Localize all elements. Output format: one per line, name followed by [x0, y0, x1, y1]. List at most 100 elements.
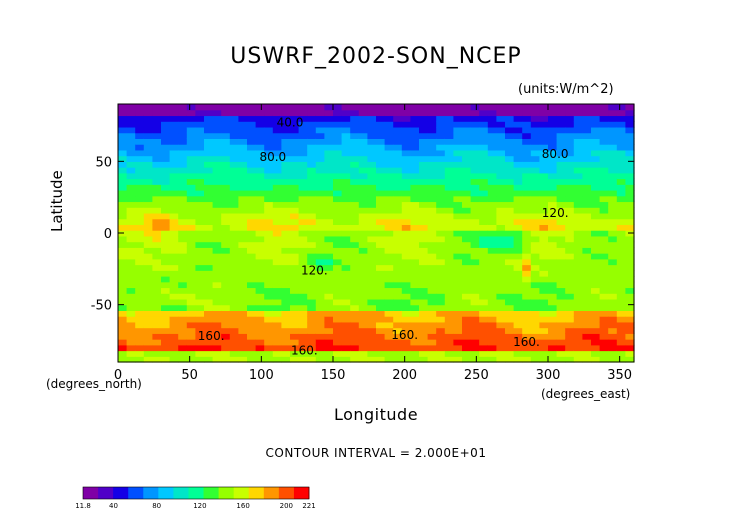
heatmap-cell: [126, 344, 136, 352]
heatmap-cell: [419, 212, 429, 220]
heatmap-cell: [616, 138, 626, 145]
heatmap-cell: [281, 235, 291, 243]
heatmap-cell: [315, 195, 325, 203]
heatmap-cell: [419, 155, 429, 162]
heatmap-cell: [401, 241, 411, 248]
heatmap-cell: [358, 224, 368, 231]
heatmap-cell: [470, 195, 480, 203]
heatmap-cell: [178, 115, 188, 122]
heatmap-cell: [487, 109, 497, 117]
heatmap-cell: [444, 109, 454, 117]
heatmap-cell: [444, 212, 454, 220]
heatmap-cell: [152, 241, 162, 248]
heatmap-cell: [539, 224, 549, 231]
heatmap-cell: [582, 339, 592, 346]
heatmap-cell: [410, 184, 420, 191]
heatmap-cell: [298, 333, 308, 340]
colorbar-segment: [252, 487, 257, 499]
heatmap-cell: [281, 281, 291, 289]
heatmap-cell: [376, 344, 386, 352]
heatmap-cell: [419, 339, 429, 346]
heatmap-cell: [195, 184, 205, 191]
heatmap-cell: [556, 270, 566, 277]
heatmap-cell: [307, 144, 317, 151]
heatmap-cell: [573, 276, 583, 283]
heatmap-cell: [556, 333, 566, 340]
heatmap-cell: [272, 178, 282, 185]
heatmap-cell: [333, 247, 343, 254]
heatmap-cell: [178, 281, 188, 289]
heatmap-cell: [152, 121, 162, 128]
heatmap-cell: [625, 264, 635, 271]
heatmap-cell: [625, 304, 635, 311]
heatmap-cell: [264, 333, 274, 340]
heatmap-cell: [195, 224, 205, 231]
heatmap-cell: [419, 224, 429, 231]
heatmap-cell: [290, 287, 300, 294]
heatmap-cell: [341, 149, 351, 157]
heatmap-cell: [393, 172, 403, 180]
heatmap-cell: [247, 350, 257, 357]
heatmap-cell: [530, 350, 540, 357]
heatmap-cell: [522, 172, 532, 180]
heatmap-cell: [393, 138, 403, 145]
heatmap-cell: [513, 121, 523, 128]
heatmap-cell: [333, 161, 343, 168]
heatmap-cell: [582, 201, 592, 208]
heatmap-cell: [462, 207, 472, 214]
heatmap-cell: [118, 195, 128, 203]
heatmap-cell: [178, 276, 188, 283]
heatmap-cell: [427, 144, 437, 151]
heatmap-cell: [341, 310, 351, 317]
heatmap-cell: [152, 195, 162, 203]
heatmap-cell: [453, 149, 463, 157]
heatmap-cell: [530, 344, 540, 352]
heatmap-cell: [522, 344, 532, 352]
heatmap-cell: [186, 270, 196, 277]
heatmap-cell: [212, 230, 222, 237]
heatmap-cell: [212, 126, 222, 134]
heatmap-cell: [470, 356, 480, 363]
heatmap-cell: [358, 115, 368, 122]
heatmap-cell: [204, 167, 214, 174]
heatmap-cell: [376, 184, 386, 191]
heatmap-cell: [324, 195, 334, 203]
heatmap-cell: [238, 235, 248, 243]
heatmap-cell: [195, 281, 205, 289]
heatmap-cell: [487, 264, 497, 271]
heatmap-cell: [281, 270, 291, 277]
heatmap-cell: [599, 270, 609, 277]
heatmap-cell: [143, 298, 153, 306]
heatmap-cell: [376, 293, 386, 300]
heatmap-cell: [436, 333, 446, 340]
heatmap-cell: [487, 138, 497, 145]
heatmap-cell: [367, 161, 377, 168]
heatmap-cell: [126, 276, 136, 283]
heatmap-cell: [462, 293, 472, 300]
heatmap-cell: [204, 212, 214, 220]
heatmap-cell: [410, 344, 420, 352]
heatmap-cell: [281, 190, 291, 197]
heatmap-cell: [290, 235, 300, 243]
colorbar-segment: [86, 487, 91, 499]
heatmap-cell: [281, 304, 291, 311]
heatmap-cell: [178, 235, 188, 243]
heatmap-cell: [487, 241, 497, 248]
heatmap-cell: [298, 224, 308, 231]
heatmap-cell: [204, 224, 214, 231]
heatmap-cell: [462, 304, 472, 311]
heatmap-cell: [487, 304, 497, 311]
heatmap-cell: [212, 270, 222, 277]
heatmap-cell: [264, 298, 274, 306]
heatmap-cell: [470, 281, 480, 289]
heatmap-cell: [152, 327, 162, 334]
heatmap-cell: [204, 253, 214, 260]
heatmap-cell: [290, 241, 300, 248]
heatmap-cell: [135, 121, 145, 128]
heatmap-cell: [462, 339, 472, 346]
heatmap-cell: [341, 264, 351, 271]
heatmap-cell: [530, 281, 540, 289]
heatmap-cell: [204, 109, 214, 117]
heatmap-cell: [272, 247, 282, 254]
heatmap-cell: [393, 321, 403, 329]
